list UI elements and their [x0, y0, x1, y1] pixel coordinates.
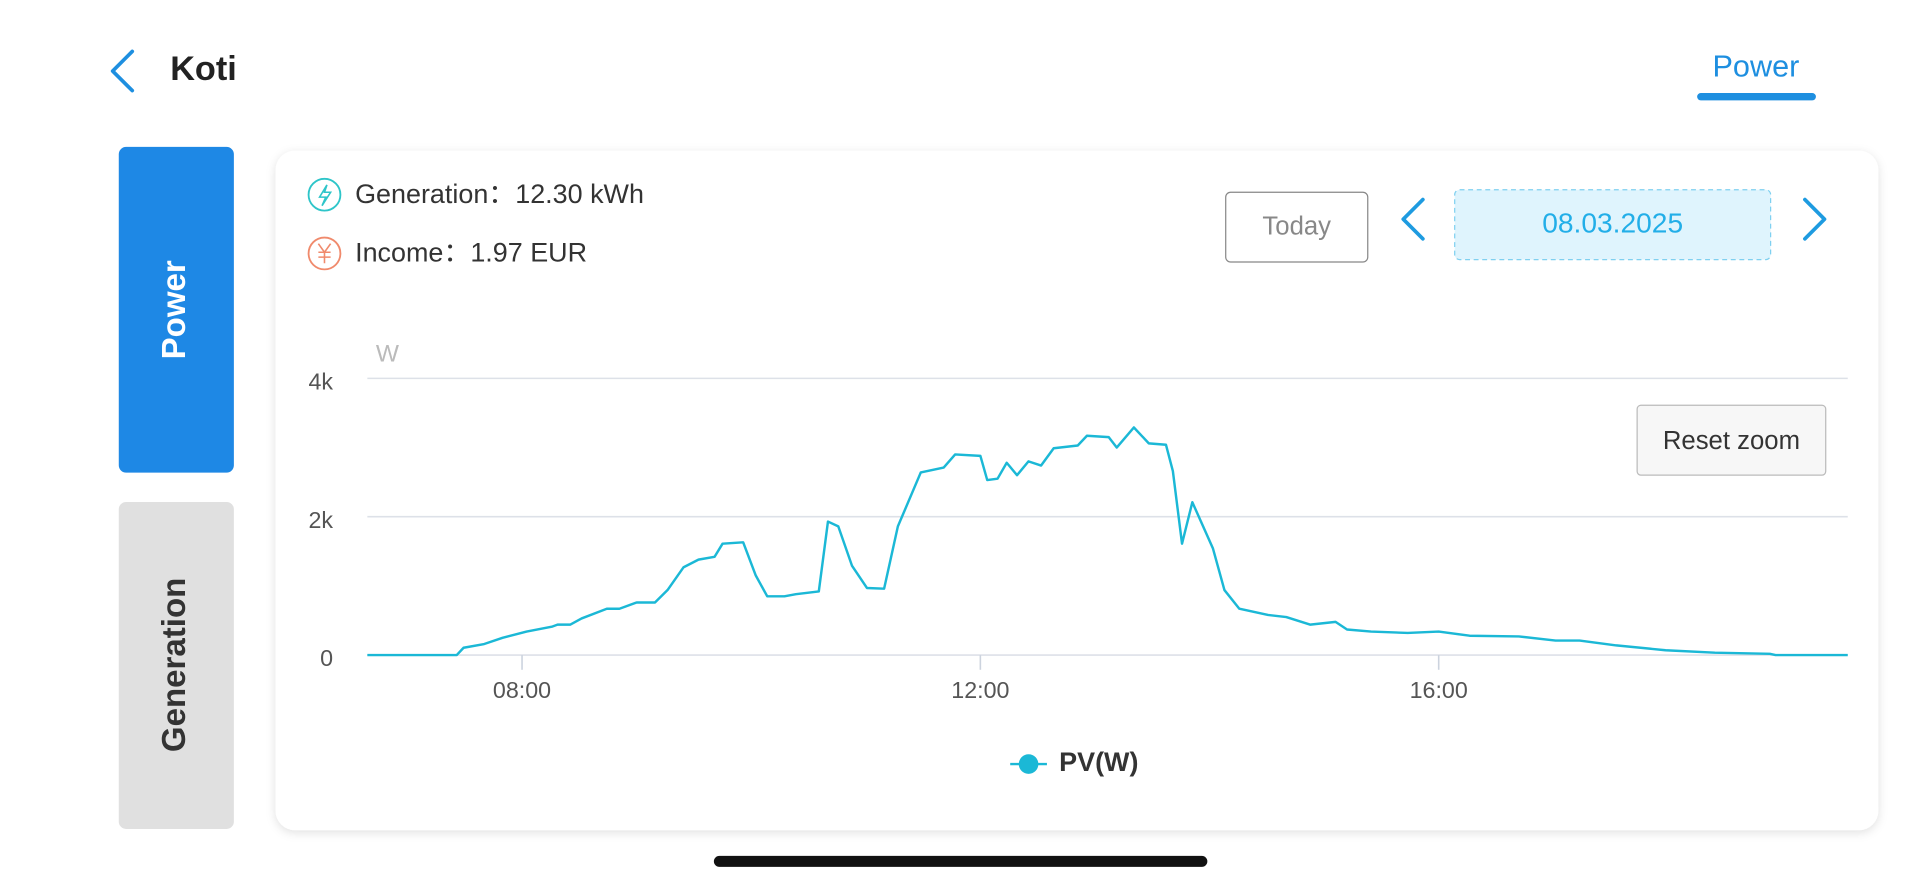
label: Generation： [355, 179, 515, 209]
x-tick-label: 12:00 [951, 677, 1009, 703]
today-label[interactable]: Today [1262, 213, 1331, 241]
chart-card [275, 150, 1879, 831]
date-label[interactable]: 08.03.2025 [1542, 208, 1683, 239]
y-tick-label: 0 [320, 645, 333, 671]
y-unit: W [376, 341, 400, 368]
side-tab-label[interactable]: Generation [156, 578, 193, 752]
x-tick-label: 08:00 [493, 677, 551, 703]
reset-zoom-button[interactable] [1636, 404, 1827, 476]
reset-zoom-label[interactable]: Reset zoom [1663, 427, 1800, 455]
side-tab-active[interactable] [118, 146, 234, 473]
date-field[interactable] [1454, 189, 1772, 261]
x-tick-label: 16:00 [1410, 677, 1468, 703]
chart: W 0 2k 4k 08:00 12:00 16:00 PV(W) [308, 341, 1848, 777]
generation-summary: Generation：12.30 kWh [355, 179, 644, 209]
label: Income： [355, 238, 470, 268]
value: 1.97 EUR [470, 238, 587, 268]
tab-underline [1697, 93, 1816, 101]
back-button[interactable] [110, 49, 135, 93]
top-tab[interactable]: Power [1713, 50, 1800, 84]
y-tick-label: 4k [308, 368, 333, 394]
side-tab-label[interactable]: Power [156, 260, 193, 359]
legend-label[interactable]: PV(W) [1059, 747, 1138, 777]
side-tab[interactable] [118, 502, 234, 829]
y-tick-label: 2k [308, 507, 333, 533]
income-summary: Income：1.97 EUR [355, 238, 587, 268]
income-icon [307, 236, 342, 271]
next-day[interactable] [1803, 197, 1827, 241]
page-title: Koti [170, 50, 237, 88]
generation-icon [307, 177, 342, 212]
home-indicator [713, 855, 1208, 867]
legend-marker [1018, 754, 1039, 774]
bolt [318, 184, 333, 207]
series-line [367, 426, 1848, 657]
today-button[interactable] [1225, 191, 1369, 263]
value: 12.30 kWh [515, 179, 644, 209]
prev-day[interactable] [1401, 197, 1425, 241]
yen [317, 243, 332, 264]
